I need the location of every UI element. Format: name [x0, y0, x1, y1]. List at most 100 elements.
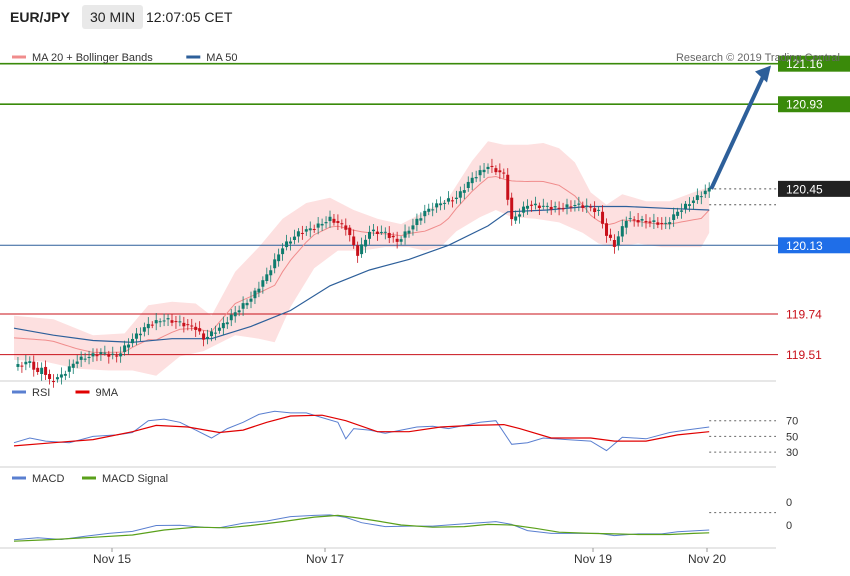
candle-body — [233, 312, 237, 317]
candle-body — [67, 366, 71, 372]
x-tick-label: Nov 19 — [574, 552, 612, 566]
macd-signal-line — [13, 514, 710, 542]
candle-body — [158, 321, 162, 323]
copyright-text: Research © 2019 Trading Central — [676, 52, 840, 64]
candle-body — [95, 355, 99, 357]
candle-body — [494, 168, 498, 173]
candle-body — [213, 332, 217, 334]
candle-body — [684, 203, 687, 209]
candle-body — [541, 205, 545, 207]
candle-body — [16, 364, 20, 367]
candle-body — [87, 356, 91, 358]
grid-layer — [0, 380, 776, 549]
candle-body — [597, 209, 601, 211]
level-label: 119.74 — [786, 308, 822, 322]
candle-body — [277, 254, 281, 262]
candle-body — [206, 336, 210, 339]
candle-body — [478, 170, 482, 176]
candle-body — [308, 228, 312, 231]
candle-body — [91, 353, 95, 357]
candle-body — [348, 227, 352, 236]
candle-body — [281, 248, 285, 255]
candle-body — [676, 211, 680, 216]
level-label-box — [778, 306, 850, 323]
candle-body — [411, 225, 415, 230]
candle-body — [103, 352, 107, 354]
rsi-line — [13, 410, 710, 452]
rsi-panel: 70 50 30 — [13, 410, 798, 459]
candle-body — [202, 333, 206, 340]
candle-body — [466, 181, 470, 188]
candle-body — [668, 222, 672, 225]
candle-body — [289, 241, 292, 244]
candle-body — [138, 333, 142, 336]
candle-body — [328, 216, 332, 222]
candle-body — [462, 190, 466, 193]
candle-body — [368, 231, 371, 239]
candle-body — [699, 196, 703, 198]
candle-body — [107, 353, 111, 357]
candle-body — [162, 320, 166, 322]
candle-body — [644, 221, 648, 223]
candle-body — [522, 206, 526, 213]
candle-body — [593, 208, 597, 212]
candle-body — [526, 205, 529, 209]
candle-body — [391, 235, 395, 238]
candle-body — [632, 219, 636, 221]
candle-body — [375, 231, 379, 234]
legend-label-macd: MACD — [32, 473, 64, 485]
candle-body — [119, 353, 123, 357]
candle-body — [356, 245, 360, 256]
candle-body — [612, 240, 616, 247]
candle-body — [565, 204, 569, 208]
candle-body — [123, 345, 127, 352]
candle-body — [83, 358, 87, 360]
candle-body — [20, 365, 24, 367]
macd-tick-label: 0 — [786, 497, 792, 509]
candle-body — [608, 234, 612, 238]
candle-body — [198, 328, 202, 332]
candle-body — [581, 205, 585, 208]
timeframe-button[interactable]: 30 MIN — [82, 5, 144, 29]
candle-body — [292, 236, 296, 240]
level-label-box — [778, 346, 850, 363]
candle-body — [474, 177, 478, 179]
candle-body — [648, 221, 652, 223]
candle-body — [296, 231, 300, 237]
ma20-line — [13, 175, 710, 353]
candle-body — [210, 331, 213, 337]
candle-body — [680, 210, 684, 212]
candle-body — [672, 214, 676, 221]
candle-body — [624, 220, 628, 228]
candle-body — [636, 220, 640, 223]
candle-body — [55, 377, 59, 380]
level-label: 120.93 — [786, 98, 823, 112]
candle-body — [229, 314, 233, 321]
candle-body — [170, 320, 174, 323]
candle-body — [379, 231, 383, 233]
projection-arrow — [709, 71, 767, 190]
macd-panel: 00 — [13, 497, 792, 542]
price-panel: 121.16 120.93 120.45 120.13 119.74 119.51 — [0, 55, 850, 388]
rsi-tick-label: 30 — [786, 447, 798, 459]
candle-body — [529, 204, 533, 206]
level-label: 119.51 — [786, 348, 822, 362]
candle-body — [221, 322, 225, 329]
candle-body — [360, 244, 364, 255]
candle-body — [40, 367, 44, 374]
candle-body — [52, 381, 55, 383]
candle-body — [371, 229, 375, 232]
candle-body — [269, 270, 273, 276]
candle-body — [427, 208, 431, 212]
candle-body — [285, 241, 289, 248]
candle-body — [261, 280, 265, 287]
candle-body — [616, 236, 620, 246]
candle-body — [419, 218, 423, 221]
candle-body — [695, 195, 699, 201]
candle-body — [510, 197, 514, 220]
candle-body — [443, 202, 447, 204]
candle-body — [24, 361, 28, 365]
candle-body — [403, 231, 407, 238]
legend-layer: MA 20 + Bollinger Bands MA 50 RSI 9MA MACD MA… — [12, 52, 840, 485]
candle-body — [573, 205, 577, 207]
